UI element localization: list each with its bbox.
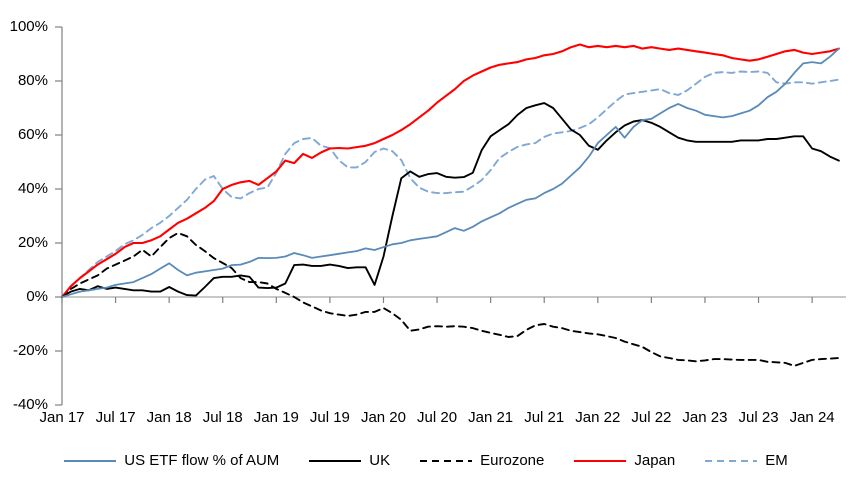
em-line-swatch <box>705 459 758 462</box>
y-axis-tick-label: 20% <box>17 234 48 251</box>
series-line-japan <box>60 43 840 299</box>
y-axis-tick-label: 100% <box>9 18 48 35</box>
y-axis-tick-label: -40% <box>12 396 48 413</box>
x-axis-tick-label: Jan 20 <box>360 409 406 426</box>
uk-line-swatch <box>309 459 362 462</box>
legend-item-uk: UK <box>309 452 390 469</box>
legend-label-eurozone: Eurozone <box>480 452 545 469</box>
series-line-us-etf-flow-of-aum <box>61 47 840 298</box>
y-axis-tick-label: 60% <box>17 126 48 143</box>
x-axis-tick-label: Jan 23 <box>682 409 728 426</box>
y-axis-tick-label: 80% <box>17 72 48 89</box>
x-axis-tick-label: Jan 21 <box>468 409 514 426</box>
legend-item-eurozone: Eurozone <box>420 452 544 469</box>
series-line-uk <box>61 102 840 298</box>
eurozone-line-swatch <box>420 459 473 462</box>
legend-label-japan: Japan <box>634 452 676 469</box>
y-axis-tick-label: 40% <box>17 180 48 197</box>
chart-legend: US ETF flow % of AUM UK Eurozone Japan E… <box>0 452 852 469</box>
x-axis-tick-label: Jul 23 <box>738 409 779 426</box>
x-axis-tick-label: Jul 20 <box>417 409 458 426</box>
y-axis-tick-label: -20% <box>12 342 48 359</box>
x-axis-tick-label: Jan 18 <box>146 409 192 426</box>
japan-line-swatch <box>574 459 627 462</box>
series-line-em <box>61 70 840 298</box>
x-axis-tick-label: Jan 22 <box>575 409 621 426</box>
x-axis-tick-label: Jul 18 <box>202 409 243 426</box>
legend-label-uk: UK <box>369 452 391 469</box>
us-line-swatch <box>64 459 117 462</box>
x-axis-tick-label: Jul 17 <box>95 409 136 426</box>
x-axis-tick-label: Jul 22 <box>631 409 672 426</box>
plot-area <box>55 26 846 406</box>
legend-label-us: US ETF flow % of AUM <box>124 452 280 469</box>
x-axis-tick-label: Jan 24 <box>789 409 835 426</box>
series-line-eurozone <box>61 232 840 367</box>
x-axis-tick-label: Jan 19 <box>253 409 299 426</box>
legend-item-japan: Japan <box>574 452 675 469</box>
y-axis-tick-label: 0% <box>26 288 48 305</box>
x-axis-tick-label: Jul 21 <box>524 409 565 426</box>
legend-label-em: EM <box>765 452 788 469</box>
legend-item-us: US ETF flow % of AUM <box>64 452 279 469</box>
legend-item-em: EM <box>705 452 788 469</box>
x-axis-tick-label: Jan 17 <box>39 409 85 426</box>
x-axis-tick-label: Jul 19 <box>309 409 350 426</box>
